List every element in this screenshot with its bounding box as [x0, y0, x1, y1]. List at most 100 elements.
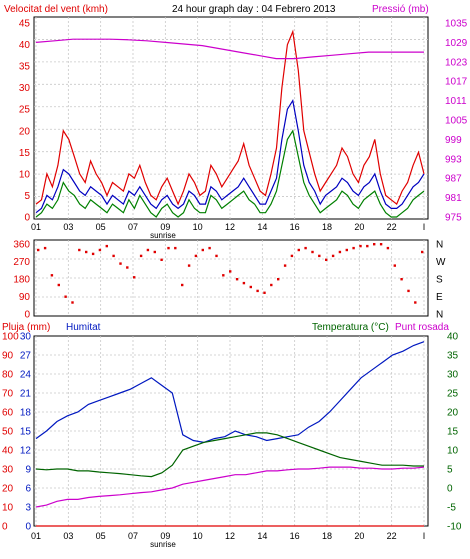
humidity-y-tick-label: 15: [20, 427, 32, 438]
wind-direction-point: [318, 254, 321, 258]
wind-y-tick-label: 0: [24, 213, 30, 224]
wind-panel-x-tick-label: 20: [354, 222, 364, 232]
wind-panel-x-tick-label: 01: [31, 222, 41, 232]
wind-direction-point: [414, 301, 417, 304]
wind-y-tick-label: 25: [19, 105, 31, 116]
wind-speed-series: [35, 29, 425, 206]
wind-y-tick-label: 15: [19, 148, 31, 159]
wind-direction-point: [249, 285, 252, 289]
pressure-y-tick-label: 981: [445, 193, 462, 204]
humidity-y-tick-label: 0: [25, 522, 31, 533]
pressure-y-tick-label: 1011: [445, 96, 467, 107]
wind-direction-point: [201, 248, 204, 252]
wind-direction-point: [105, 244, 108, 248]
rain-y-tick-label: 70: [2, 389, 14, 400]
pressure-y-tick-label: 1023: [445, 57, 468, 68]
rain-y-tick-label: 40: [2, 446, 14, 457]
rain-y-tick-label: 60: [2, 408, 14, 419]
humidity-y-tick-label: 12: [20, 446, 32, 457]
humidity-y-tick-label: 9: [25, 465, 31, 476]
wind-direction-point: [359, 244, 362, 248]
rain-y-tick-label: 30: [2, 465, 14, 476]
climate-panel-x-tick-label: 18: [322, 531, 332, 541]
compass-y-tick-label: N: [436, 310, 443, 321]
dewpoint-series: [35, 466, 425, 508]
direction-y-tick-label: 90: [19, 292, 31, 303]
temperature-y-tick-label: 30: [447, 370, 459, 381]
temperature-y-tick-label: 0: [447, 484, 453, 495]
wind-direction-point: [270, 283, 273, 287]
wind-direction-point: [325, 258, 328, 261]
pressure-y-tick-label: 1005: [445, 116, 468, 127]
wind-y-tick-label: 40: [19, 40, 31, 51]
wind-panel-x-tick-label: 05: [96, 222, 106, 232]
wind-direction-point: [146, 248, 150, 252]
wind-direction-point: [290, 254, 294, 258]
wind-direction-point: [71, 301, 74, 304]
rain-y-tick-label: 100: [2, 332, 19, 343]
wind-green-series: [35, 129, 425, 218]
wind-panel-x-tick-label: 09: [160, 222, 170, 232]
wind-panel-x-tick-label: 07: [128, 222, 138, 232]
wind-y-tick-label: 5: [24, 191, 30, 202]
wind-direction-point: [345, 248, 348, 252]
wind-panel-x-tick-label: 03: [63, 222, 73, 232]
humidity-axis-label: Humitat: [66, 322, 101, 333]
rain-axis-label: Pluja (mm): [2, 322, 50, 333]
wind-direction-point: [263, 291, 266, 294]
wind-direction-point: [98, 248, 102, 252]
compass-y-tick-label: E: [436, 292, 443, 303]
direction-y-tick-label: 180: [13, 275, 30, 286]
compass-y-tick-label: N: [436, 240, 443, 251]
wind-panel-x-tick-label: 10: [193, 222, 203, 232]
pressure-axis-label: Pressió (mb): [372, 4, 429, 15]
wind-direction-point: [153, 250, 156, 254]
wind-y-tick-label: 20: [19, 126, 31, 137]
wind-direction-point: [331, 254, 335, 258]
wind-direction-point: [119, 262, 122, 265]
wind-direction-point: [187, 264, 191, 267]
climate-panel-x-tick-label: 22: [387, 531, 397, 541]
direction-y-tick-label: 0: [24, 310, 30, 321]
climate-panel-x-tick-label: 14: [257, 531, 267, 541]
wind-direction-point: [311, 250, 314, 254]
wind-direction-point: [352, 246, 355, 250]
humidity-y-tick-label: 30: [20, 332, 32, 343]
wind-direction-point: [194, 254, 198, 258]
rain-y-tick-label: 50: [2, 427, 14, 438]
chart-title: 24 hour graph day : 04 Febrero 2013: [172, 4, 336, 15]
wind-direction-point: [215, 254, 218, 258]
temperature-y-tick-label: 40: [447, 332, 459, 343]
wind-direction-point: [85, 250, 88, 254]
climate-panel-x-tick-label: I: [423, 531, 426, 541]
direction-y-tick-label: 270: [13, 257, 30, 268]
wind-panel-x-tick-label: 18: [322, 222, 332, 232]
rain-y-tick-label: 90: [2, 351, 14, 362]
wind-direction-point: [133, 276, 136, 279]
wind-direction-point: [386, 246, 390, 250]
rain-y-tick-label: 20: [2, 484, 14, 495]
wind-direction-point: [393, 264, 396, 267]
wind-direction-point: [256, 289, 259, 293]
wind-direction-point: [400, 278, 403, 281]
climate-panel-x-tick-label: 03: [63, 531, 73, 541]
wind-direction-point: [421, 250, 424, 254]
wind-direction-point: [373, 243, 376, 246]
wind-direction-point: [208, 246, 211, 250]
wind-direction-point: [78, 248, 81, 252]
wind-axis-label: Velocitat del vent (kmh): [4, 4, 108, 15]
wind-direction-point: [407, 289, 410, 293]
humidity-y-tick-label: 3: [25, 503, 31, 514]
wind-panel-x-tick-label: 14: [257, 222, 267, 232]
wind-direction-point: [181, 283, 184, 287]
compass-y-tick-label: W: [436, 257, 446, 268]
wind-direction-point: [43, 246, 47, 250]
pressure-y-tick-label: 1035: [445, 19, 468, 30]
climate-panel-x-tick-label: 01: [31, 531, 41, 541]
direction-y-tick-label: 360: [13, 240, 30, 251]
humidity-y-tick-label: 24: [20, 370, 32, 381]
pressure-y-tick-label: 975: [445, 213, 462, 224]
pressure-y-tick-label: 993: [445, 154, 462, 165]
temperature-y-tick-label: -10: [447, 522, 462, 533]
